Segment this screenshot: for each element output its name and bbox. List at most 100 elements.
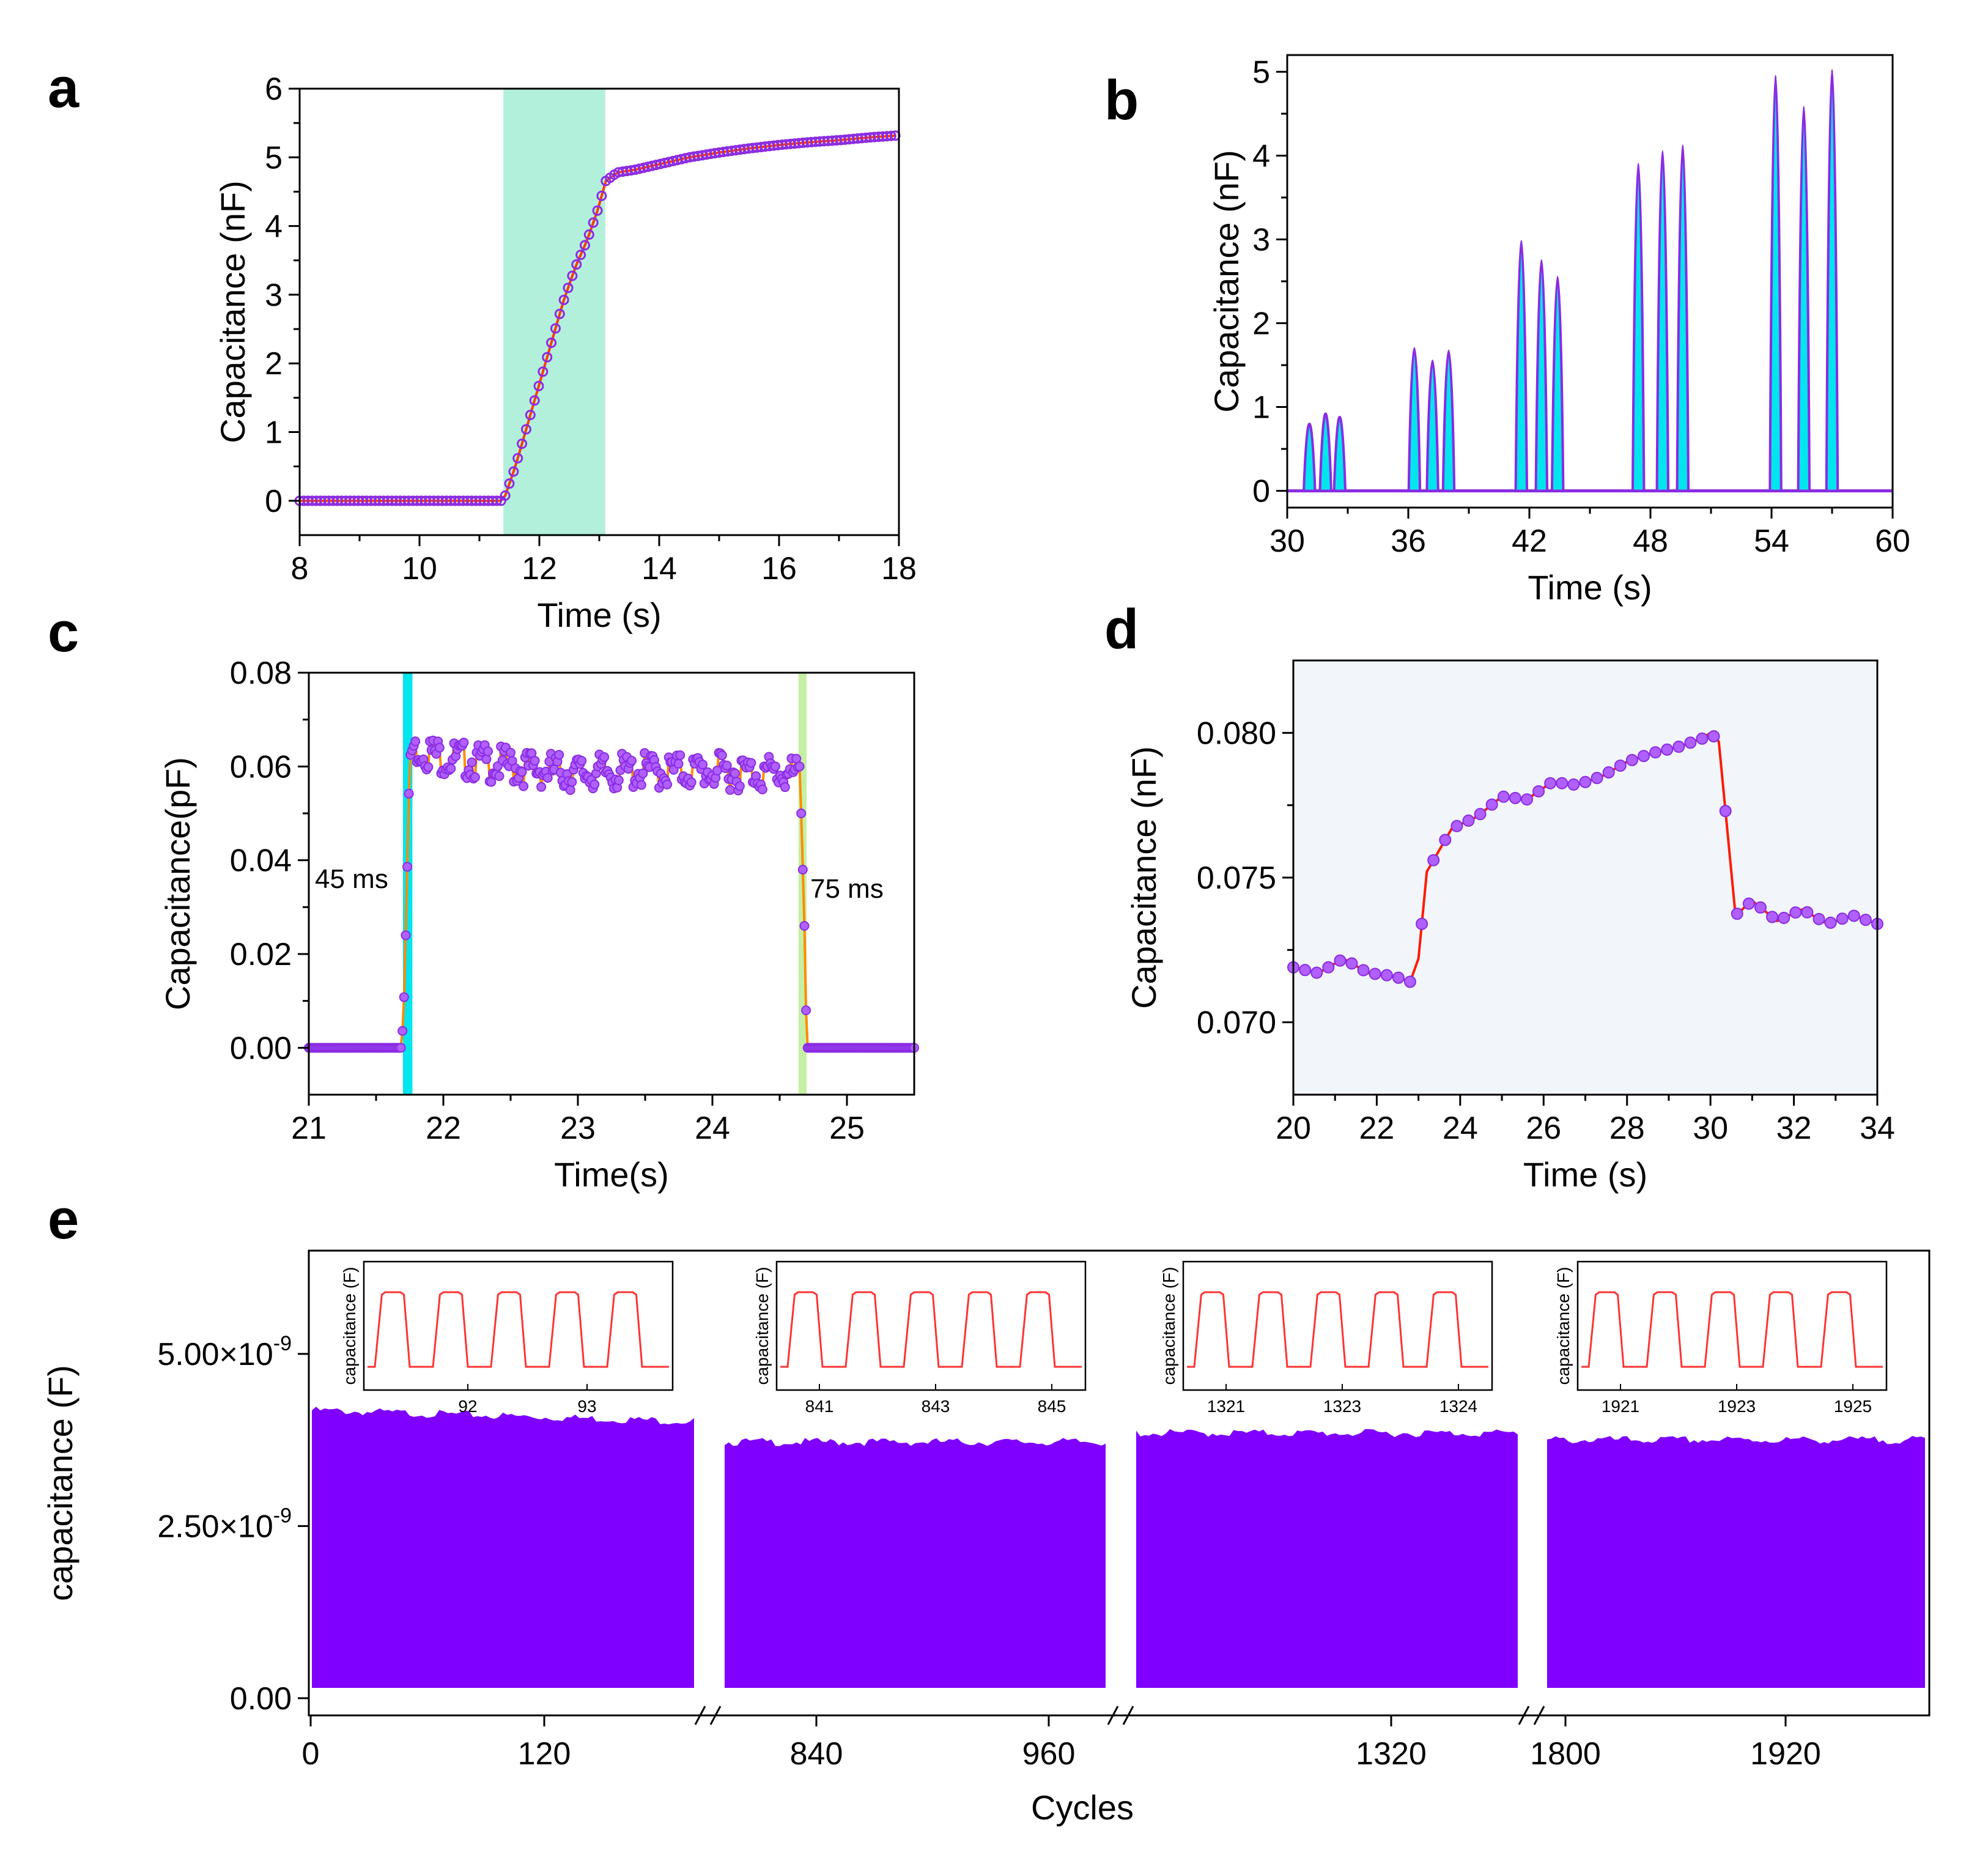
y-tick-label: 2 (1252, 306, 1270, 342)
y-tick-label: 0.075 (1197, 860, 1276, 896)
data-point (592, 205, 603, 216)
y-tick-label: 1 (1252, 390, 1270, 426)
panel-letter-c: c (48, 601, 79, 664)
shaded-region (503, 89, 605, 535)
data-point (491, 495, 502, 506)
data-point (504, 478, 515, 489)
data-point (1638, 750, 1650, 763)
data-point (446, 763, 456, 774)
peak-8 (1534, 259, 1549, 492)
panel-letter-a: a (48, 57, 79, 119)
axis-break-mark (694, 1706, 706, 1725)
inset-tick-label: 93 (577, 1397, 596, 1416)
inset-tick-label: 92 (458, 1397, 477, 1416)
data-point (1532, 785, 1545, 797)
data-point (1707, 730, 1720, 743)
data-point (554, 750, 564, 760)
data-point (1649, 746, 1662, 759)
data-point (525, 409, 536, 420)
inset-frame (775, 1260, 1087, 1391)
data-point (686, 777, 697, 788)
data-point (533, 380, 544, 391)
x-tick-label: 8 (291, 551, 309, 586)
inset-y-label: capacitance (F) (1554, 1267, 1573, 1385)
x-tick-label: 1800 (1530, 1736, 1601, 1772)
peak-13 (1768, 75, 1783, 492)
data-point (1357, 964, 1370, 977)
y-tick-label: 6 (265, 72, 283, 107)
y-tick-label: 2.50×10-9 (157, 1504, 292, 1544)
inset-waveform (1187, 1291, 1488, 1368)
data-point (500, 490, 511, 501)
y-axis-label: Capacitance (nF) (1207, 150, 1246, 413)
data-point (698, 760, 708, 770)
cycle-segment-3 (1136, 1429, 1518, 1688)
y-tick-label: 0.00 (230, 1030, 292, 1066)
x-tick-label: 48 (1633, 523, 1668, 559)
y-tick-label: 0.070 (1197, 1005, 1276, 1041)
data-point (1742, 897, 1755, 910)
y-tick-label: 0 (265, 484, 283, 519)
data-point (1672, 741, 1685, 753)
y-tick-label: 4 (1252, 138, 1270, 174)
x-tick-label: 16 (761, 551, 797, 586)
data-point (396, 1043, 406, 1053)
panel-letter-d: d (1104, 598, 1139, 660)
inset-y-label: capacitance (F) (753, 1267, 772, 1385)
x-tick-label: 840 (790, 1736, 843, 1772)
data-point (1392, 971, 1405, 984)
data-point (517, 767, 527, 777)
data-point (717, 750, 727, 761)
data-point (636, 780, 646, 790)
data-point (801, 1005, 811, 1015)
data-point (796, 808, 807, 818)
data-point (434, 742, 445, 753)
peak-2 (1318, 412, 1332, 492)
data-point (467, 757, 477, 767)
data-point (734, 781, 745, 791)
x-tick-label: 26 (1526, 1111, 1561, 1146)
x-tick-label: 54 (1754, 523, 1789, 559)
inset-y-label: capacitance (F) (340, 1267, 359, 1385)
y-tick-label: 0.06 (230, 749, 292, 785)
x-tick-label: 28 (1609, 1111, 1645, 1146)
data-point (520, 424, 531, 435)
inset-waveform (780, 1291, 1082, 1368)
data-point (494, 771, 504, 782)
data-point (1684, 736, 1697, 749)
inset-tick-label: 1323 (1323, 1397, 1361, 1416)
data-point (1754, 901, 1767, 914)
x-tick-label: 0 (302, 1736, 320, 1772)
x-axis-label: Time (s) (537, 596, 661, 634)
peak-9 (1550, 276, 1565, 492)
data-point (558, 294, 569, 305)
x-tick-label: 14 (641, 551, 677, 586)
y-tick-label: 4 (265, 209, 283, 245)
x-tick-label: 24 (695, 1111, 730, 1146)
panel-e: 0.00 2.50×10-9 5.00×10-9 capacitance (F) 0 12… (41, 1249, 1931, 1827)
y-tick-label: 0.00 (230, 1681, 292, 1717)
data-point (1556, 777, 1569, 790)
data-point (757, 784, 767, 794)
y-axis-label: Capacitance (nF) (213, 180, 252, 443)
series-line (300, 134, 896, 502)
x-tick-label: 21 (291, 1111, 327, 1146)
inset-3: 1321 1323 1324 capacitance (F) (1159, 1260, 1493, 1416)
x-tick-label: 1920 (1750, 1736, 1821, 1772)
data-point (1439, 834, 1452, 846)
x-tick-label: 24 (1443, 1111, 1478, 1146)
axis-break-mark (1122, 1706, 1134, 1725)
data-point (1859, 914, 1872, 926)
data-point (638, 768, 648, 779)
data-point (746, 758, 756, 768)
plot-frame (308, 1249, 1931, 1717)
data-point (1824, 916, 1837, 929)
data-point (613, 775, 624, 785)
cycle-segment-4 (1547, 1436, 1925, 1688)
y-tick-label: 5 (1252, 54, 1270, 90)
data-point (1579, 775, 1592, 788)
x-tick-label: 20 (1276, 1111, 1311, 1146)
y-tick-label: 0.04 (230, 843, 292, 879)
peak-3 (1332, 415, 1347, 492)
axis-break-mark (709, 1706, 722, 1725)
